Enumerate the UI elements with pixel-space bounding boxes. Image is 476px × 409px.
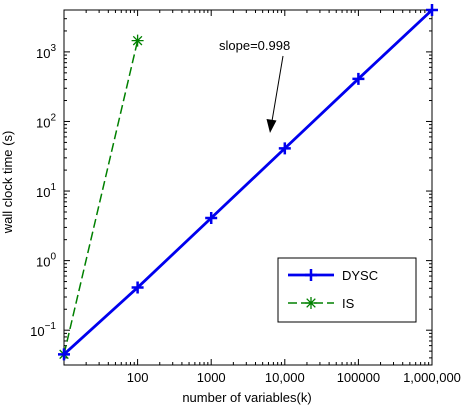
series-line-dysc [63, 8, 433, 356]
data-point-dysc [131, 281, 144, 294]
x-axis-label: number of variables(k) [182, 390, 311, 405]
data-point-dysc [278, 142, 291, 155]
x-tick-label: 10,000 [265, 370, 305, 385]
plot-frame [63, 9, 433, 366]
y-tick-label: 101 [36, 182, 56, 200]
y-tick-label: 103 [36, 43, 56, 61]
series-is [58, 34, 144, 361]
legend-box [277, 257, 417, 323]
axis-ticks: 100 1000 10,000 100000 1,000,000 10−1 100 101 10… [30, 9, 461, 385]
legend-label: IS [342, 296, 355, 311]
legend-item-is: IS [288, 296, 355, 311]
y-axis-label: wall clock time (s) [0, 131, 15, 235]
data-point-dysc [352, 72, 365, 85]
series-layer [58, 4, 438, 361]
y-tick-label: 102 [36, 112, 56, 130]
data-point-is [131, 34, 144, 47]
legend: DYSC IS [277, 257, 417, 323]
data-point-dysc [426, 4, 438, 16]
legend-item-dysc: DYSC [288, 268, 378, 283]
plot-area [63, 9, 433, 366]
slope-arrowhead [266, 119, 277, 133]
x-tick-label: 1000 [197, 370, 226, 385]
data-point-dysc [205, 211, 218, 224]
x-tick-label: 1,000,000 [403, 370, 461, 385]
slope-annotation: slope=0.998 [219, 38, 290, 53]
y-tick-label: 10−1 [30, 321, 56, 339]
legend-marker [305, 269, 317, 281]
y-tick-label: 100 [36, 252, 56, 270]
series-line-is [63, 40, 139, 355]
legend-marker [305, 297, 317, 309]
legend-label: DYSC [342, 268, 378, 283]
data-point-dysc [58, 348, 70, 361]
x-tick-label: 100000 [337, 370, 380, 385]
series-dysc [58, 4, 438, 361]
annotation-layer: slope=0.998 [219, 38, 290, 133]
slope-arrow-line [271, 55, 284, 122]
x-tick-label: 100 [127, 370, 149, 385]
